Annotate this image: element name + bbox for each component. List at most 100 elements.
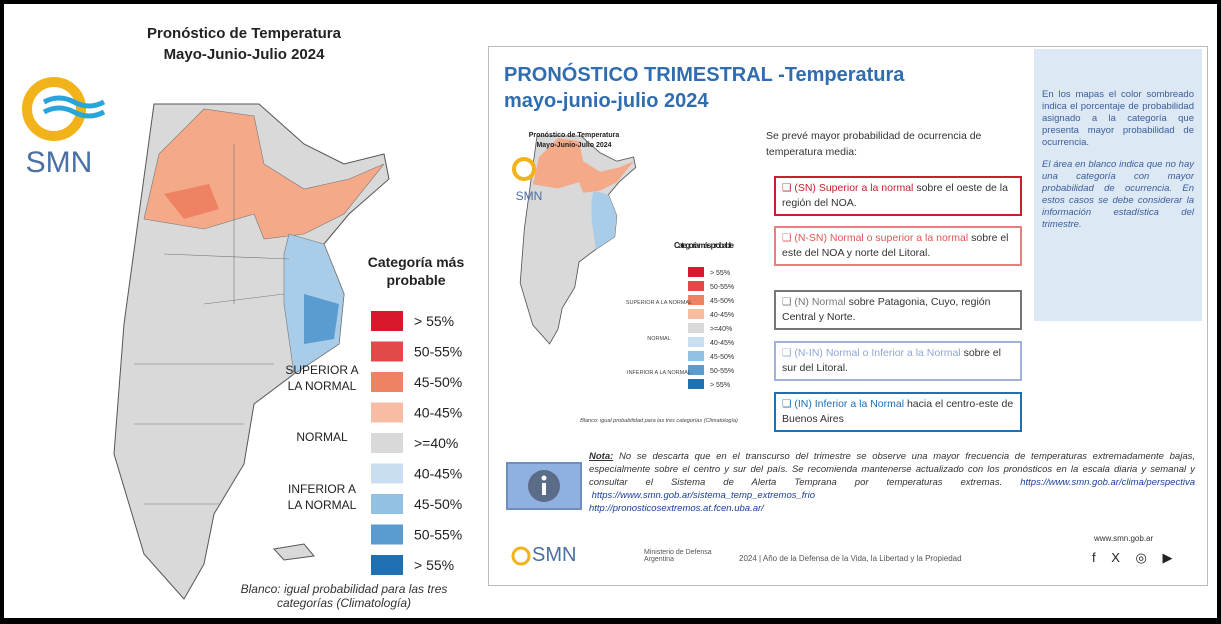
link[interactable]: https://www.smn.gob.ar/sistema_temp_extr… [591, 490, 815, 501]
checkbox-icon: ❑ [782, 232, 795, 244]
note: Nota: No se descarta que en el transcurs… [589, 450, 1195, 515]
legend-swatch [371, 433, 403, 453]
small-legend-swatch [688, 295, 704, 305]
legend-label: 40-45% [414, 405, 462, 421]
small-legend-label: 40-45% [710, 340, 734, 347]
info-icon [506, 462, 582, 510]
link[interactable]: http://pronosticosextremos.at.fcen.uba.a… [589, 503, 764, 514]
motto: 2024 | Año de la Defensa de la Vida, la … [739, 554, 962, 563]
side-note-text: En los mapas el color sombreado indica e… [1042, 89, 1194, 148]
legend-swatch [371, 311, 403, 331]
link[interactable]: https://www.smn.gob.ar/clima/perspectiva [1020, 477, 1195, 488]
group-label: SUPERIOR A LA NORMAL [285, 363, 358, 393]
category-box: ❑ (N) Normal sobre Patagonia, Cuyo, regi… [774, 290, 1022, 330]
small-legend-label: 50-55% [710, 368, 734, 375]
legend-swatch [371, 494, 403, 514]
footer-logo: SMN [510, 544, 576, 567]
legend-swatch [371, 372, 403, 392]
small-legend-label: 50-55% [710, 284, 734, 291]
small-logo-text: SMN [516, 189, 543, 203]
legend-label: 45-50% [414, 496, 462, 512]
legend-label: 40-45% [414, 466, 462, 482]
category-text: sobre el sur del Litoral. [782, 347, 1001, 374]
small-group-label: INFERIOR A LA NORMAL [627, 370, 691, 376]
footer-logo-mark [511, 546, 531, 565]
category-label: (IN) Inferior a la Normal [794, 398, 905, 410]
group-label: NORMAL [296, 430, 348, 444]
small-subtitle: Mayo-Junio-Julio 2024 [536, 142, 611, 149]
legend-label: >=40% [414, 435, 458, 451]
category-text: sobre Patagonia, Cuyo, región Central y … [782, 296, 991, 323]
category-box: ❑ (SN) Superior a la normal sobre el oes… [774, 176, 1022, 216]
legend-label: > 55% [414, 313, 454, 329]
legend-title: Categoría más probable [368, 254, 465, 288]
footer-logo-text: SMN [532, 544, 577, 566]
legend-label: 50-55% [414, 344, 462, 360]
category-text: sobre el oeste de la región del NOA. [782, 182, 1008, 209]
category-box: ❑ (N-IN) Normal o Inferior a la Normal s… [774, 341, 1022, 381]
category-box: ❑ (IN) Inferior a la Normal hacia el cen… [774, 392, 1022, 432]
logo-text: SMN [26, 146, 93, 179]
small-logo: SMN [512, 157, 543, 203]
right-panel [488, 46, 1208, 586]
info-glyph [528, 470, 560, 502]
small-legend-swatch [688, 281, 704, 291]
note-label: Nota: [589, 451, 614, 462]
small-group-label: SUPERIOR A LA NORMAL [626, 300, 692, 306]
legend-swatch [371, 524, 403, 545]
category-text: sobre el este del NOA y norte del Litora… [782, 232, 1009, 259]
small-legend-label: 45-50% [710, 298, 734, 305]
legend-label: 50-55% [414, 527, 462, 543]
category-box: ❑ (N-SN) Normal o superior a la normal s… [774, 226, 1022, 266]
small-legend-title: Categoría más probable [674, 241, 735, 250]
left-title: Pronóstico de Temperatura [147, 25, 342, 42]
small-legend-swatch [688, 351, 704, 361]
legend-label: > 55% [414, 557, 454, 573]
small-group-label: NORMAL [647, 336, 671, 342]
page: Pronóstico de Temperatura Mayo-Junio-Jul… [4, 4, 1217, 618]
side-note-text: El área en blanco indica que no hay una … [1042, 159, 1194, 230]
small-legend-swatch [688, 323, 704, 333]
legend-label: 45-50% [414, 374, 462, 390]
small-argentina-map [519, 135, 637, 345]
legend-swatch [371, 341, 403, 362]
argentina-map [113, 103, 390, 600]
group-label: INFERIOR A LA NORMAL [288, 482, 357, 512]
small-legend-swatch [688, 337, 704, 347]
small-legend-swatch [688, 365, 704, 375]
ministry: Ministerio de Defensa Argentina [644, 549, 712, 563]
right-heading: PRONÓSTICO TRIMESTRAL -Temperatura [504, 64, 905, 86]
legend-swatch [371, 555, 403, 575]
smn-logo: SMN [22, 77, 106, 179]
small-legend-label: > 55% [710, 382, 730, 389]
site: www.smn.gob.ar [1094, 534, 1154, 543]
side-note: En los mapas el color sombreado indica e… [1034, 49, 1202, 321]
small-legend-label: > 55% [710, 270, 730, 277]
category-label: (N-SN) Normal o superior a la normal [794, 232, 969, 244]
checkbox-icon: ❑ [782, 296, 795, 308]
category-label: (N) Normal [794, 296, 846, 308]
category-text: hacia el centro-este de Buenos Aires [782, 398, 1014, 425]
left-footnote: Blanco: igual probabilidad para las tres… [240, 582, 448, 610]
small-legend-label: >=40% [710, 326, 732, 333]
social-icons[interactable]: f X ◎ ▶ [1092, 550, 1179, 565]
small-legend-label: 40-45% [710, 312, 734, 319]
small-legend-swatch [688, 267, 704, 277]
category-label: (N-IN) Normal o Inferior a la Normal [794, 347, 961, 359]
small-legend-swatch [688, 309, 704, 319]
checkbox-icon: ❑ [782, 182, 795, 194]
right-subheading: mayo-junio-julio 2024 [504, 90, 709, 112]
small-footnote: Blanco: igual probabilidad para las tres… [580, 418, 738, 424]
intro: Se prevé mayor probabilidad de ocurrenci… [766, 130, 982, 158]
legend-swatch [371, 463, 403, 484]
small-title: Pronóstico de Temperatura [529, 132, 620, 139]
left-subtitle: Mayo-Junio-Julio 2024 [164, 46, 326, 63]
category-label: (SN) Superior a la normal [794, 182, 914, 194]
checkbox-icon: ❑ [782, 347, 795, 359]
legend-swatch [371, 402, 403, 423]
note-text: No se descarta que en el transcurso del … [589, 451, 1195, 488]
checkbox-icon: ❑ [782, 398, 795, 410]
small-legend-swatch [688, 379, 704, 389]
maps-layer: Pronóstico de Temperatura Mayo-Junio-Jul… [22, 25, 738, 600]
small-legend-label: 45-50% [710, 354, 734, 361]
